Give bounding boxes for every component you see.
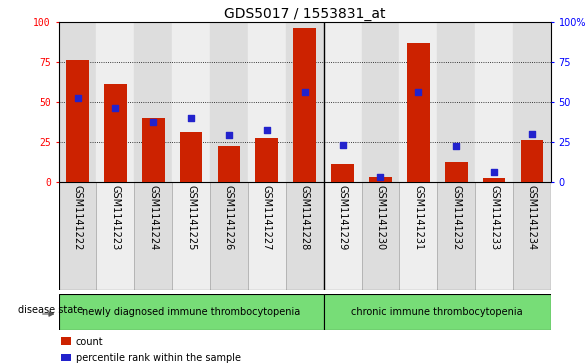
Bar — [286, 182, 323, 290]
Bar — [59, 22, 97, 182]
Bar — [513, 182, 551, 290]
Bar — [180, 132, 203, 182]
Bar — [362, 22, 400, 182]
Point — [111, 105, 120, 111]
Point — [262, 127, 271, 133]
Bar — [66, 60, 89, 182]
Bar — [255, 138, 278, 182]
Bar — [210, 182, 248, 290]
Text: newly diagnosed immune thrombocytopenia: newly diagnosed immune thrombocytopenia — [82, 307, 300, 317]
Bar — [97, 22, 134, 182]
Text: GSM1141232: GSM1141232 — [451, 185, 461, 250]
Bar — [172, 22, 210, 182]
Text: GSM1141233: GSM1141233 — [489, 185, 499, 250]
Text: GSM1141222: GSM1141222 — [73, 185, 83, 250]
Text: GSM1141223: GSM1141223 — [110, 185, 120, 250]
Bar — [437, 22, 475, 182]
Bar — [59, 182, 97, 290]
Bar — [331, 164, 354, 182]
Bar — [61, 354, 71, 362]
Text: GSM1141229: GSM1141229 — [338, 185, 347, 250]
Bar — [248, 22, 286, 182]
Bar — [369, 177, 392, 182]
Bar — [134, 182, 172, 290]
Text: GSM1141225: GSM1141225 — [186, 185, 196, 250]
Bar — [483, 178, 505, 182]
Text: GSM1141230: GSM1141230 — [376, 185, 386, 250]
Bar — [362, 182, 400, 290]
Bar — [400, 182, 437, 290]
Bar — [210, 22, 248, 182]
Bar — [400, 22, 437, 182]
Point — [451, 143, 461, 149]
Text: count: count — [76, 338, 104, 347]
Point — [224, 132, 234, 138]
Text: GSM1141234: GSM1141234 — [527, 185, 537, 250]
Bar — [323, 22, 362, 182]
Bar — [142, 118, 165, 182]
Bar — [407, 42, 430, 182]
Text: GSM1141231: GSM1141231 — [413, 185, 423, 250]
Point — [376, 174, 385, 180]
Text: GSM1141226: GSM1141226 — [224, 185, 234, 250]
Bar — [475, 182, 513, 290]
Bar — [172, 182, 210, 290]
Point — [300, 89, 309, 95]
Point — [489, 169, 499, 175]
Bar — [104, 84, 127, 182]
Bar — [323, 182, 362, 290]
Bar — [134, 22, 172, 182]
Bar — [97, 182, 134, 290]
Bar — [323, 294, 551, 330]
Bar — [513, 22, 551, 182]
Bar — [520, 140, 543, 182]
Point — [338, 142, 347, 148]
Point — [527, 131, 537, 136]
Text: GSM1141224: GSM1141224 — [148, 185, 158, 250]
Point — [186, 115, 196, 121]
Text: chronic immune thrombocytopenia: chronic immune thrombocytopenia — [352, 307, 523, 317]
Bar — [61, 337, 71, 345]
Point — [73, 95, 82, 101]
Bar — [59, 294, 323, 330]
Bar — [294, 28, 316, 182]
Bar — [286, 22, 323, 182]
Bar — [437, 182, 475, 290]
Bar — [475, 22, 513, 182]
Title: GDS5017 / 1553831_at: GDS5017 / 1553831_at — [224, 7, 386, 21]
Bar — [445, 162, 468, 182]
Bar — [248, 182, 286, 290]
Text: GSM1141227: GSM1141227 — [262, 185, 272, 250]
Point — [149, 119, 158, 125]
Text: disease state: disease state — [18, 305, 83, 315]
Bar — [217, 146, 240, 182]
Point — [414, 89, 423, 95]
Text: percentile rank within the sample: percentile rank within the sample — [76, 354, 241, 363]
Text: GSM1141228: GSM1141228 — [299, 185, 310, 250]
